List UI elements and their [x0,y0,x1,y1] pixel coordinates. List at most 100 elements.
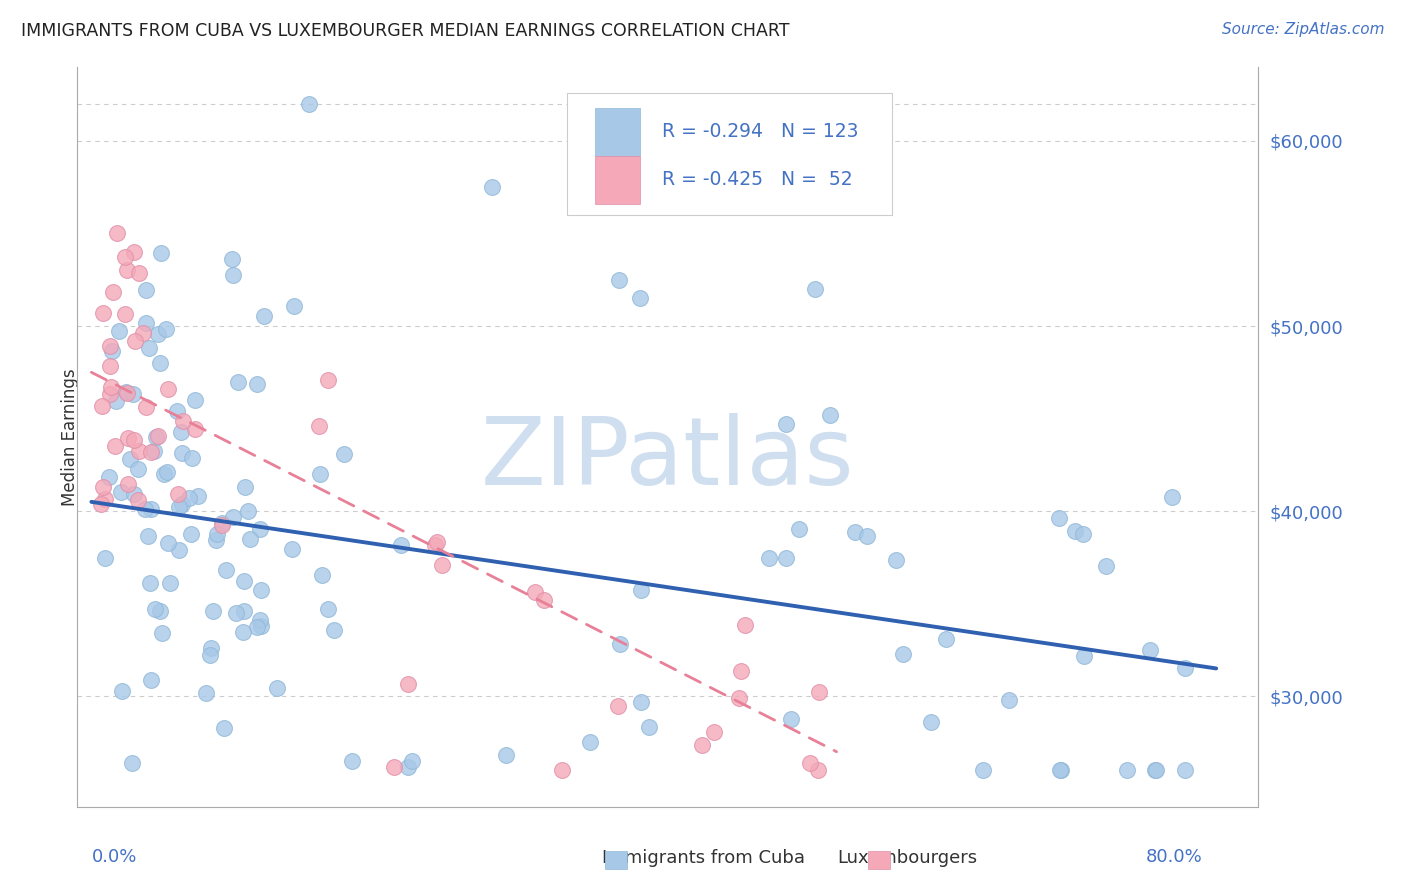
Point [167,542,190,557]
Point [221,252,243,267]
Point [780,712,803,726]
Point [283,299,305,313]
Point [309,467,332,481]
Point [117,477,139,491]
Point [233,574,256,588]
Point [253,310,276,324]
Point [145,429,167,443]
Point [153,467,176,481]
Point [166,486,188,500]
Point [775,551,797,566]
Point [114,250,136,264]
Point [607,699,630,714]
Point [266,681,288,696]
Point [110,484,132,499]
Point [108,324,131,338]
Point [122,487,145,501]
Point [920,714,942,729]
Point [972,763,994,777]
Point [703,724,725,739]
Point [233,604,256,618]
Text: ZIPatlas: ZIPatlas [481,413,855,505]
Point [551,763,574,777]
Point [111,684,134,698]
Point [117,431,139,445]
FancyBboxPatch shape [568,93,893,215]
Point [630,695,652,709]
Point [90,399,112,413]
Point [690,738,713,752]
Point [804,282,827,296]
Point [787,522,810,536]
Text: 80.0%: 80.0% [1146,848,1202,866]
Point [389,538,412,552]
Point [807,685,830,699]
Point [136,529,159,543]
Point [141,502,163,516]
Point [891,648,914,662]
Point [1139,642,1161,657]
Point [124,334,146,348]
Point [222,268,245,282]
Point [134,502,156,516]
Point [249,619,271,633]
Point [533,593,555,607]
Point [90,497,112,511]
Point [117,386,139,401]
Point [318,602,340,616]
Point [212,721,235,735]
Point [211,518,233,533]
Point [180,526,202,541]
Point [249,522,271,536]
Point [105,393,128,408]
Point [1095,558,1118,573]
Point [250,583,273,598]
Point [100,386,122,401]
Point [118,452,141,467]
Point [159,575,181,590]
Point [141,445,163,459]
Point [177,491,200,505]
Point [121,756,143,771]
Point [323,623,346,637]
Point [115,384,138,399]
Point [100,359,122,374]
Point [204,533,226,547]
Point [94,551,117,566]
Point [426,534,449,549]
Point [156,465,179,479]
Y-axis label: Median Earnings: Median Earnings [62,368,79,506]
Point [1161,491,1184,505]
Point [1047,510,1070,524]
Point [114,307,136,321]
Point [607,273,630,287]
Point [382,759,405,773]
Point [128,266,150,280]
Point [246,377,269,392]
Point [155,321,177,335]
Point [149,604,172,618]
Point [396,677,419,691]
Point [396,759,419,773]
Text: 0.0%: 0.0% [91,848,136,866]
Point [138,341,160,355]
Point [184,421,207,435]
Point [167,500,190,514]
Point [146,327,169,342]
Point [166,404,188,418]
Point [236,504,259,518]
Point [1063,524,1085,538]
Point [195,686,218,700]
Point [935,632,957,647]
Point [728,690,751,705]
Point [105,227,128,241]
Point [1049,763,1071,777]
Point [172,446,194,460]
Point [149,356,172,370]
Point [818,409,841,423]
Point [1073,649,1095,664]
Point [799,756,821,771]
Point [239,532,262,546]
Point [91,306,114,320]
Point [1144,763,1167,777]
